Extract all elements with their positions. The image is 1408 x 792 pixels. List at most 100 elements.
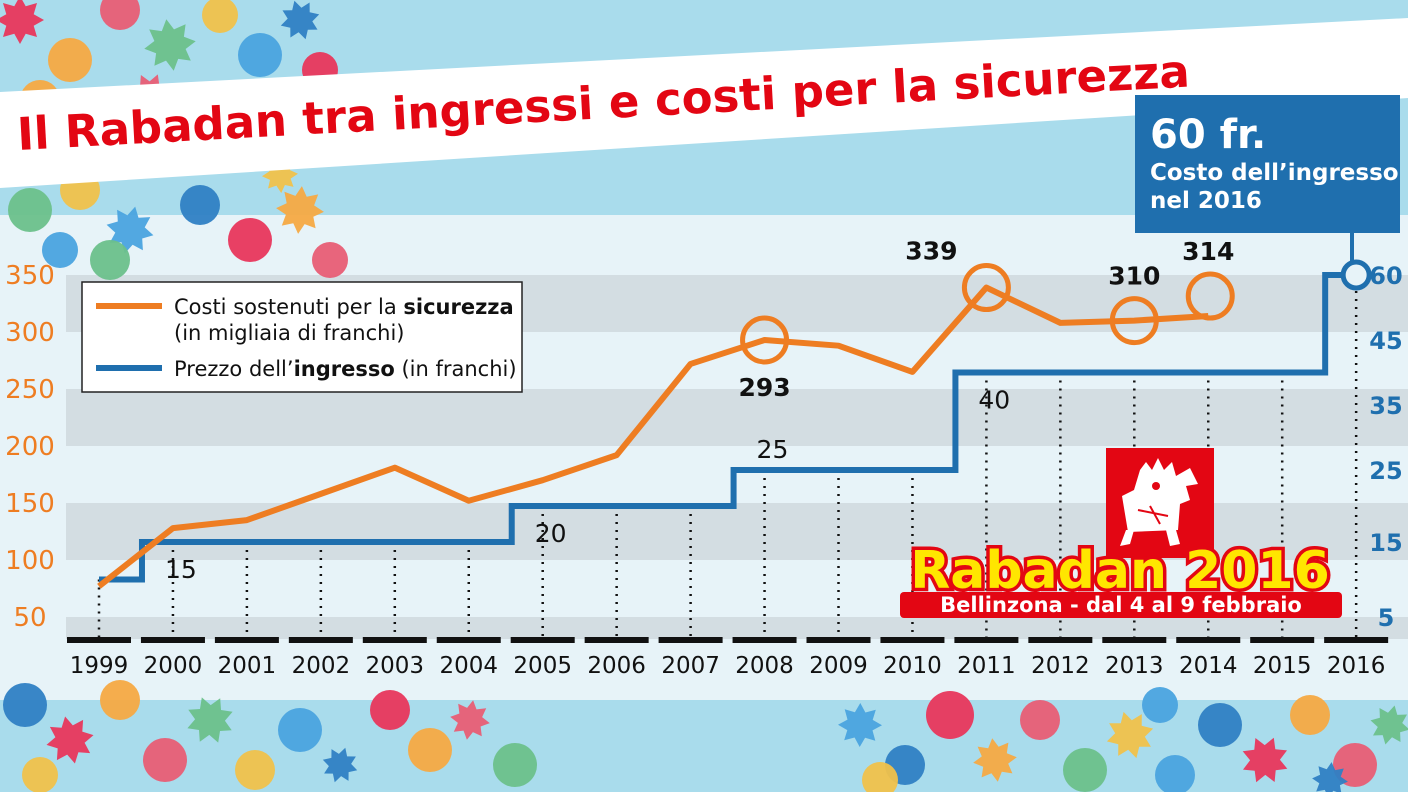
confetti-piece xyxy=(312,242,348,278)
legend-cost-label: Costi sostenuti per la sicurezza xyxy=(174,295,514,319)
cost-highlight-circle xyxy=(1109,296,1159,346)
baseline-dash xyxy=(1250,637,1315,643)
x-tick-label: 1999 xyxy=(70,653,129,679)
confetti-piece xyxy=(1142,687,1178,723)
baseline-dash xyxy=(954,637,1019,643)
confetti-piece xyxy=(862,762,898,792)
x-tick-label: 2011 xyxy=(957,653,1016,679)
confetti-piece xyxy=(46,716,94,764)
cost-highlight-circles xyxy=(740,263,1235,365)
confetti-piece xyxy=(1312,762,1348,792)
baseline-dash xyxy=(362,637,427,643)
callout-line1: Costo dell’ingresso xyxy=(1150,160,1399,186)
confetti-piece xyxy=(1290,695,1330,735)
x-tick-label: 2012 xyxy=(1031,653,1090,679)
confetti-piece xyxy=(973,738,1017,782)
confetti-piece xyxy=(22,757,58,792)
confetti-piece xyxy=(1155,755,1195,792)
confetti-piece xyxy=(0,0,44,44)
x-tick-label: 2014 xyxy=(1179,653,1238,679)
x-tick-label: 2000 xyxy=(144,653,203,679)
legend-price-label: Prezzo dell’ingresso (in franchi) xyxy=(174,357,517,381)
x-tick-label: 2010 xyxy=(883,653,942,679)
right-axis-tick-labels: 5 15 25 35 45 60 xyxy=(1369,262,1402,632)
confetti-piece xyxy=(450,700,490,740)
cost-highlight-label: 339 xyxy=(905,237,957,266)
cost-highlight-circle xyxy=(740,315,790,365)
cost-highlight-labels: 293 339 310 314 xyxy=(738,237,1234,402)
cost-highlight-label: 310 xyxy=(1108,262,1160,291)
baseline-dash xyxy=(1176,637,1241,643)
x-tick-label: 2009 xyxy=(809,653,868,679)
left-tick-label: 250 xyxy=(5,375,55,405)
confetti-piece xyxy=(1333,743,1377,787)
cost-line xyxy=(97,284,1209,589)
price-callout: 60 fr. Costo dell’ingresso nel 2016 xyxy=(1135,95,1400,262)
price-step-label: 40 xyxy=(978,386,1010,415)
x-tick-label: 2001 xyxy=(218,653,277,679)
x-tick-label: 2008 xyxy=(735,653,794,679)
x-tick-label: 2004 xyxy=(439,653,498,679)
x-tick-label: 2015 xyxy=(1253,653,1312,679)
confetti-piece xyxy=(276,186,324,234)
cost-highlight-circle xyxy=(1185,271,1235,321)
price-step-labels: 15 20 25 40 xyxy=(165,386,1010,585)
confetti-piece xyxy=(144,19,196,71)
baseline-dash xyxy=(140,637,205,643)
legend-cost-unit: (in migliaia di franchi) xyxy=(174,321,404,345)
mascot-icon xyxy=(1120,458,1198,546)
callout-price: 60 fr. xyxy=(1150,112,1266,158)
confetti-piece xyxy=(370,690,410,730)
right-tick-label: 60 xyxy=(1369,262,1402,290)
confetti-piece xyxy=(1198,703,1242,747)
left-tick-label: 100 xyxy=(5,546,55,576)
confetti-piece xyxy=(143,738,187,782)
baseline-dash xyxy=(1028,637,1093,643)
x-tick-label: 2003 xyxy=(366,653,425,679)
left-tick-label: 50 xyxy=(13,603,46,633)
confetti-piece xyxy=(1106,711,1154,759)
baseline-dash xyxy=(436,637,501,643)
price-step-label: 20 xyxy=(535,519,567,548)
legend: Costi sostenuti per la sicurezza (in mig… xyxy=(81,281,523,393)
baseline-dash xyxy=(67,637,131,643)
baseline-dash xyxy=(1102,637,1167,643)
right-tick-label: 45 xyxy=(1369,327,1402,355)
confetti-piece xyxy=(238,33,282,77)
x-tick-labels: 1999 2000 2001 2002 2003 2004 2005 2006 2007 2008… xyxy=(70,653,1386,679)
price-2016-marker xyxy=(1340,259,1372,291)
baseline-dash xyxy=(288,637,353,643)
callout-line2: nel 2016 xyxy=(1150,188,1262,214)
confetti-piece xyxy=(90,240,130,280)
confetti-piece xyxy=(408,728,452,772)
title-banner: Il Rabadan tra ingressi e costi per la s… xyxy=(0,18,1408,188)
confetti-piece xyxy=(235,750,275,790)
baseline-dash xyxy=(880,637,945,643)
confetti-piece xyxy=(8,188,52,232)
price-step-label: 15 xyxy=(165,555,197,584)
right-tick-label: 15 xyxy=(1369,529,1402,557)
left-tick-label: 350 xyxy=(5,261,55,291)
confetti-piece xyxy=(838,703,882,747)
confetti-piece xyxy=(280,0,320,40)
baseline-dash xyxy=(1324,637,1389,643)
price-line xyxy=(99,272,1357,583)
cost-highlight-circle xyxy=(961,263,1011,313)
cost-highlight-label: 314 xyxy=(1182,237,1234,266)
x-axis-baseline xyxy=(67,637,1389,643)
confetti-piece xyxy=(202,0,238,33)
baseline-dash xyxy=(658,637,723,643)
x-tick-label: 2005 xyxy=(513,653,572,679)
logo-subtitle: Bellinzona - dal 4 al 9 febbraio xyxy=(940,593,1302,617)
left-tick-label: 200 xyxy=(5,432,55,462)
x-tick-label: 2002 xyxy=(292,653,351,679)
confetti-piece xyxy=(322,747,358,783)
confetti-piece xyxy=(278,708,322,752)
grid-band xyxy=(66,617,1408,639)
confetti-piece xyxy=(3,683,47,727)
confetti-piece xyxy=(228,218,272,262)
right-tick-label: 25 xyxy=(1369,457,1402,485)
